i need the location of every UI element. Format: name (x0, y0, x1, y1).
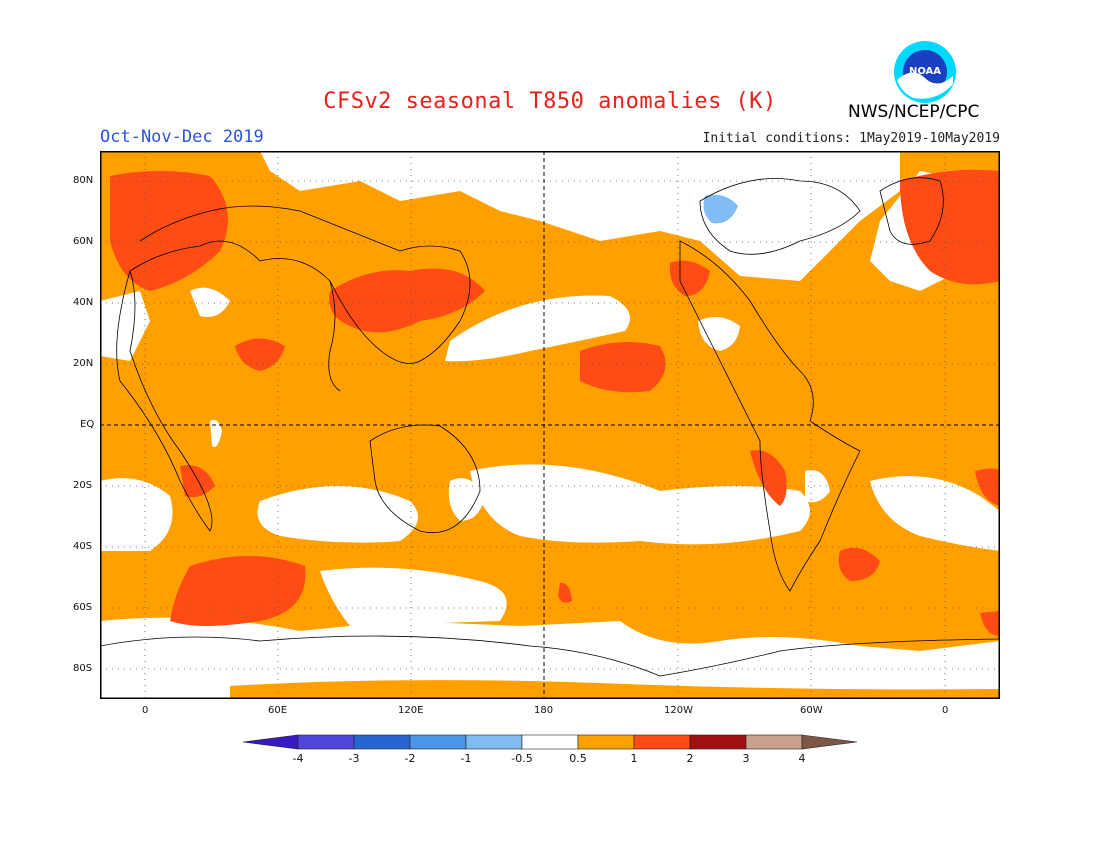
lon-label: 180 (534, 705, 554, 716)
season-label: Oct-Nov-Dec 2019 (100, 127, 264, 147)
lat-label: EQ (80, 419, 95, 430)
lat-label: 20S (73, 480, 93, 491)
colorbar-label: -2 (405, 752, 416, 765)
colorbar-label: 2 (687, 752, 694, 765)
lat-label: 80N (73, 175, 94, 186)
lon-label: 60W (800, 705, 823, 716)
colorbar-segment (689, 734, 747, 750)
strong-warm-regions (110, 169, 1000, 636)
lat-label: 80S (73, 663, 93, 674)
graticule (100, 151, 1000, 699)
noaa-logo: NOAA (893, 40, 957, 104)
colorbar-segment (801, 734, 858, 750)
colorbar-segment (521, 734, 579, 750)
colorbar-segment (465, 734, 523, 750)
lon-label: 0 (142, 705, 149, 716)
colorbar-label: 0.5 (569, 752, 587, 765)
chart-title: CFSv2 seasonal T850 anomalies (K) (323, 89, 777, 114)
colorbar-segment (353, 734, 411, 750)
lat-label: 60S (73, 602, 93, 613)
lat-label: 40S (73, 541, 93, 552)
colorbar-segment (745, 734, 803, 750)
lat-label: 20N (73, 358, 94, 369)
colorbar-label: -1 (461, 752, 472, 765)
coastlines (99, 177, 1001, 677)
colorbar-segment (633, 734, 691, 750)
map-svg (99, 151, 1001, 699)
anomaly-map (99, 151, 1001, 699)
colorbar-segment (409, 734, 467, 750)
colorbar-segment (297, 734, 355, 750)
colorbar-svg: -4 -3 -2 -1 -0.5 0.5 1 2 3 4 (242, 734, 858, 765)
antarctic-warm-fringe (230, 680, 1000, 699)
cold-anomaly-region (703, 194, 738, 224)
lon-label: 120E (398, 705, 424, 716)
initial-conditions-label: Initial conditions: 1May2019-10May2019 (702, 131, 1000, 146)
colorbar: -4 -3 -2 -1 -0.5 0.5 1 2 3 4 (238, 733, 863, 773)
colorbar-label: 3 (743, 752, 750, 765)
colorbar-segment (242, 734, 299, 750)
colorbar-label: -0.5 (511, 752, 532, 765)
colorbar-label: 4 (799, 752, 806, 765)
lon-label: 0 (942, 705, 949, 716)
colorbar-label: -3 (349, 752, 360, 765)
agency-label: NWS/NCEP/CPC (848, 102, 980, 122)
lon-label: 60E (268, 705, 288, 716)
equator-dateline (100, 151, 1000, 699)
colorbar-label: -4 (293, 752, 304, 765)
map-frame (100, 151, 1000, 699)
colorbar-segment (577, 734, 635, 750)
lat-label: 40N (73, 297, 94, 308)
logo-text: NOAA (909, 66, 941, 77)
lon-label: 120W (664, 705, 693, 716)
colorbar-label: 1 (631, 752, 638, 765)
lat-label: 60N (73, 236, 94, 247)
